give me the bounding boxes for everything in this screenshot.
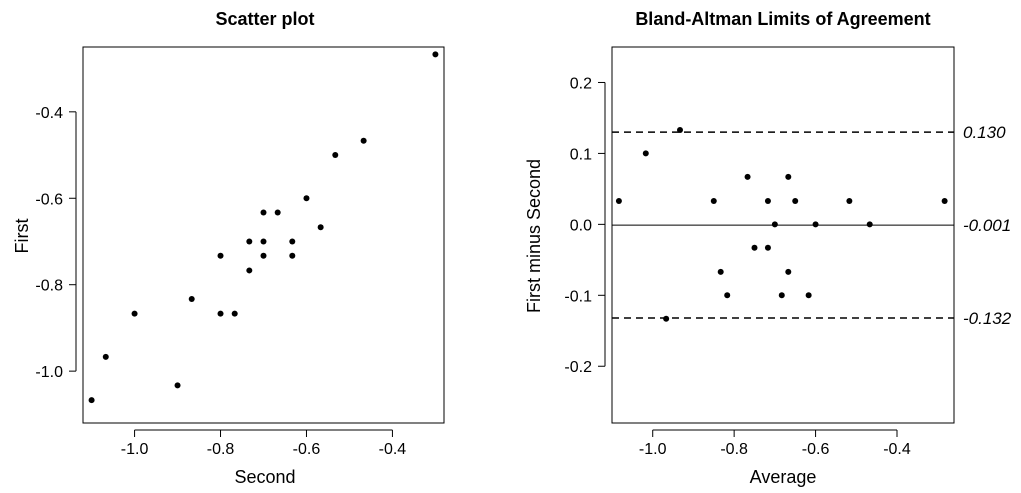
data-point <box>744 173 751 180</box>
data-point <box>246 267 253 274</box>
plot-frame <box>82 46 445 424</box>
scatter-plot-panel: Scatter plot -1.0 -0.8 -0.6 -0.4 -1.0 -0.8 -0… <box>12 9 445 487</box>
data-point <box>717 268 724 275</box>
data-point <box>785 173 792 180</box>
bland-altman-panel: Bland-Altman Limits of Agreement -1.0 -0.… <box>524 9 1012 487</box>
data-point <box>846 197 853 204</box>
x-axis: -1.0 -0.8 -0.6 -0.4 <box>121 429 407 458</box>
data-point <box>332 152 339 159</box>
data-point <box>941 197 948 204</box>
x-tick-label: -0.6 <box>293 441 321 458</box>
data-point <box>317 224 324 231</box>
data-point <box>260 209 267 216</box>
data-point <box>246 238 253 245</box>
data-point <box>676 127 683 134</box>
data-point <box>88 397 95 404</box>
x-tick-label: -0.8 <box>720 441 748 458</box>
x-tick-label: -0.4 <box>883 441 911 458</box>
data-point <box>778 292 785 299</box>
data-point <box>289 238 296 245</box>
data-point <box>289 252 296 259</box>
y-tick-label: 0.0 <box>570 217 592 234</box>
x-tick-label: -1.0 <box>639 441 667 458</box>
data-point <box>432 51 439 58</box>
y-axis-label: First minus Second <box>524 159 544 313</box>
x-tick-label: -0.6 <box>802 441 830 458</box>
x-tick-label: -0.8 <box>207 441 235 458</box>
reference-line-label: -0.132 <box>963 309 1012 328</box>
data-points <box>88 51 439 404</box>
x-axis-label: Average <box>750 467 817 487</box>
y-tick-label: 0.2 <box>570 75 592 92</box>
y-axis: -1.0 -0.8 -0.6 -0.4 <box>35 105 77 381</box>
data-point <box>785 268 792 275</box>
reference-line-label: -0.001 <box>963 216 1011 235</box>
x-tick-label: -0.4 <box>379 441 407 458</box>
plot-frame <box>611 46 955 424</box>
y-tick-label: -0.4 <box>35 105 63 122</box>
data-point <box>724 292 731 299</box>
data-point <box>642 150 649 157</box>
x-axis-label: Second <box>234 467 295 487</box>
data-point <box>764 197 771 204</box>
data-point <box>764 244 771 251</box>
x-axis: -1.0 -0.8 -0.6 -0.4 <box>639 429 911 458</box>
chart-title: Scatter plot <box>215 9 314 29</box>
data-point <box>710 197 717 204</box>
data-point <box>102 353 109 360</box>
data-points <box>615 127 948 322</box>
data-point <box>260 238 267 245</box>
y-tick-label: -0.1 <box>564 288 592 305</box>
data-point <box>303 195 310 202</box>
data-point <box>217 252 224 259</box>
reference-lines: 0.130 -0.001 -0.132 <box>612 123 1012 328</box>
data-point <box>217 310 224 317</box>
y-tick-label: 0.1 <box>570 146 592 163</box>
data-point <box>360 137 367 144</box>
y-tick-label: -0.2 <box>564 359 592 376</box>
data-point <box>812 221 819 228</box>
data-point <box>805 292 812 299</box>
data-point <box>751 244 758 251</box>
data-point <box>188 295 195 302</box>
reference-line-label: 0.130 <box>963 123 1006 142</box>
data-point <box>866 221 873 228</box>
data-point <box>663 315 670 322</box>
data-point <box>231 310 238 317</box>
y-axis: -0.2 -0.1 0.0 0.1 0.2 <box>564 75 606 376</box>
data-point <box>131 310 138 317</box>
chart-title: Bland-Altman Limits of Agreement <box>635 9 930 29</box>
data-point <box>274 209 281 216</box>
y-tick-label: -0.8 <box>35 278 63 295</box>
data-point <box>771 221 778 228</box>
y-tick-label: -0.6 <box>35 191 63 208</box>
data-point <box>174 382 181 389</box>
y-axis-label: First <box>12 219 32 254</box>
x-tick-label: -1.0 <box>121 441 149 458</box>
y-tick-label: -1.0 <box>35 364 63 381</box>
data-point <box>792 197 799 204</box>
data-point <box>615 197 622 204</box>
data-point <box>260 252 267 259</box>
